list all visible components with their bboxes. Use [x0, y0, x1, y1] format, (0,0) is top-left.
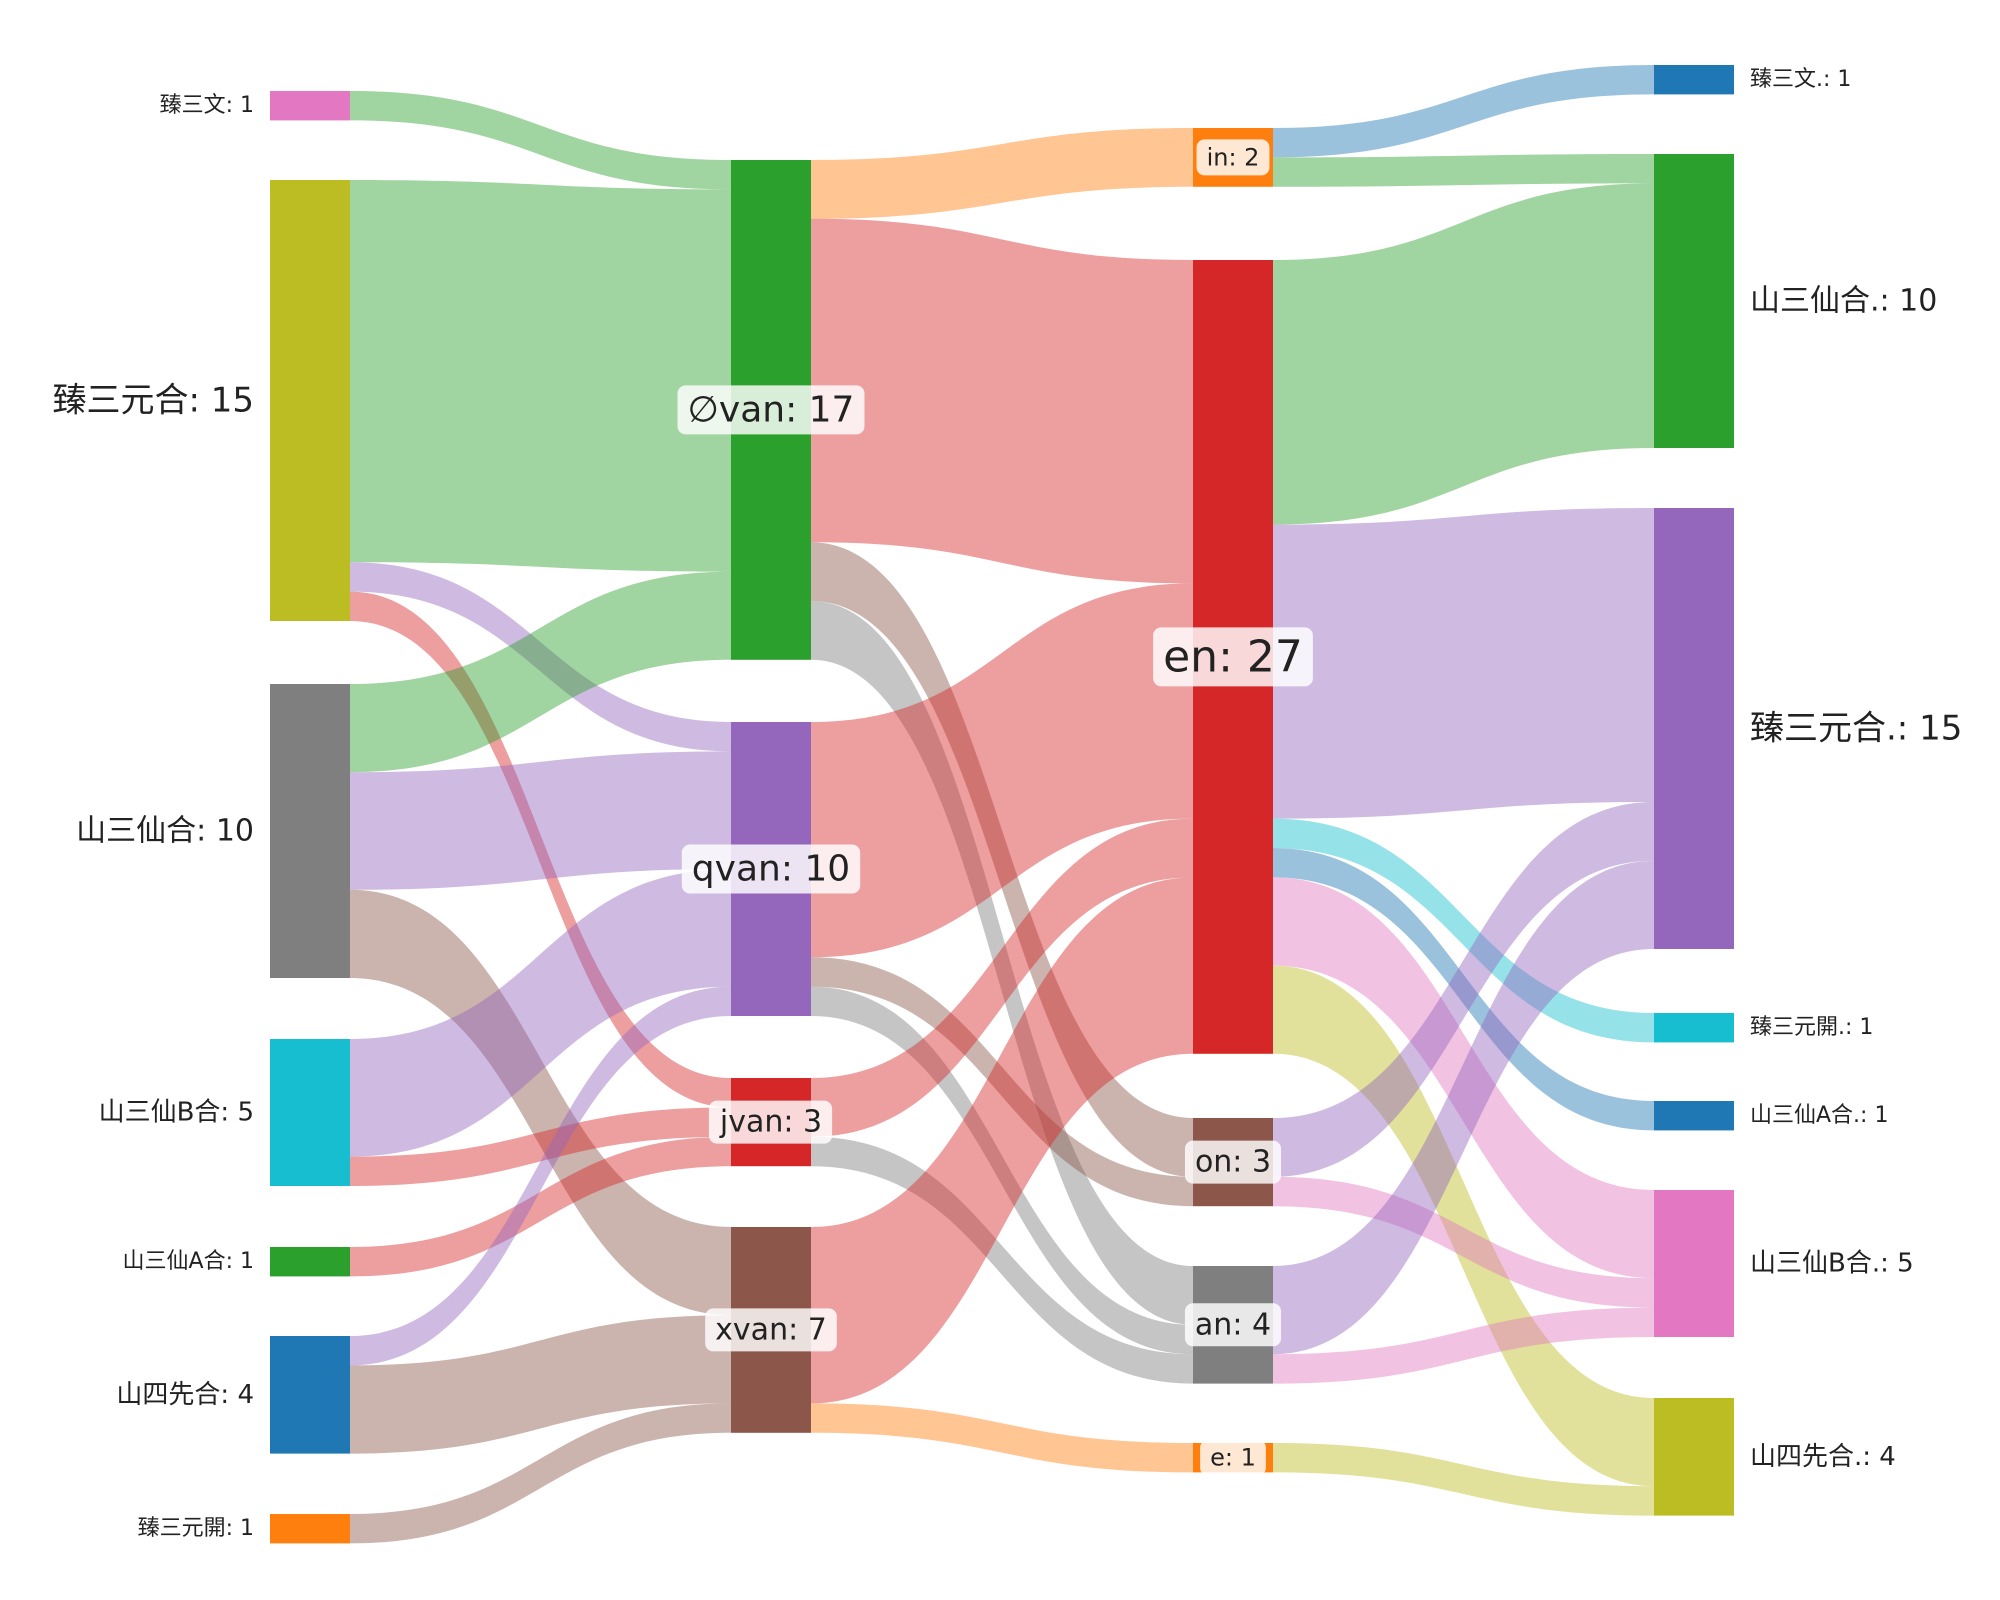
link-c2_on-to-c3_xianBhe	[1273, 1176, 1654, 1308]
node-label-bg-c2_e	[1200, 1439, 1266, 1476]
link-c1_ovan-to-c2_an	[811, 601, 1193, 1325]
link-c2_en-to-c3_xianAhe	[1273, 848, 1654, 1131]
node-label-c0_yuanhe: 臻三元合: 15	[52, 381, 254, 421]
link-c2_on-to-c3_yuanhe	[1273, 802, 1654, 1177]
node-c3_yuankai	[1654, 1013, 1734, 1043]
node-label-c2_e: e: 1	[1210, 1444, 1256, 1472]
link-c1_ovan-to-c2_en	[811, 218, 1193, 584]
node-label-c3_xianhe: 山三仙合.: 10	[1750, 284, 1937, 319]
link-c1_ovan-to-c2_in	[811, 128, 1193, 219]
link-c0_sixian-to-c1_qvan	[350, 986, 731, 1366]
node-label-bg-c1_qvan	[681, 844, 861, 894]
node-label-c0_xianBhe: 山三仙B合: 5	[99, 1098, 254, 1128]
node-c3_wen	[1654, 65, 1734, 95]
link-c2_en-to-c3_xianBhe	[1273, 877, 1654, 1279]
link-c2_an-to-c3_xianBhe	[1273, 1307, 1654, 1384]
link-c1_qvan-to-c2_an	[811, 986, 1193, 1355]
node-label-c1_qvan: qvan: 10	[692, 849, 850, 890]
link-c2_en-to-c3_sixian	[1273, 965, 1654, 1487]
node-label-c2_en: en: 27	[1163, 631, 1303, 682]
node-c0_sixian	[270, 1336, 350, 1454]
node-label-c3_xianAhe: 山三仙A合.: 1	[1750, 1103, 1888, 1128]
node-label-group-c1_jvan: jvan: 3	[708, 1100, 833, 1144]
link-c1_jvan-to-c2_an	[811, 1136, 1193, 1384]
node-label-bg-c1_xvan	[705, 1308, 837, 1352]
node-label-c0_xianhe: 山三仙合: 10	[76, 814, 254, 849]
node-label-c1_jvan: jvan: 3	[719, 1105, 822, 1140]
node-label-c2_on: on: 3	[1195, 1145, 1271, 1180]
labels-layer: 臻三文: 1 臻三元合: 15 山三仙合: 10 山三仙B合: 5 山三仙A合: 1 山四…	[52, 67, 1962, 1541]
link-c1_ovan-to-c2_on	[811, 542, 1193, 1177]
node-label-group-c2_in: in: 2	[1196, 139, 1270, 176]
node-c0_yuankai	[270, 1514, 350, 1544]
link-c0_wen-to-c1_ovan	[350, 91, 731, 190]
node-label-group-c2_on: on: 3	[1184, 1140, 1282, 1184]
node-label-bg-c1_jvan	[708, 1100, 833, 1144]
link-c2_en-to-c3_yuankai	[1273, 818, 1654, 1043]
node-label-c3_wen: 臻三文.: 1	[1750, 67, 1851, 92]
link-c0_xianhe-to-c1_qvan	[350, 751, 731, 890]
node-label-c0_sixian: 山四先合: 4	[116, 1380, 254, 1410]
link-c1_jvan-to-c2_en	[811, 818, 1193, 1137]
node-label-bg-c1_ovan	[677, 385, 865, 435]
node-label-c0_wen: 臻三文: 1	[160, 93, 254, 118]
node-c3_xianBhe	[1654, 1190, 1734, 1337]
node-label-c2_an: an: 4	[1195, 1307, 1271, 1342]
node-c3_xianAhe	[1654, 1101, 1734, 1131]
node-label-c3_sixian: 山四先合.: 4	[1750, 1442, 1896, 1472]
link-c2_en-to-c3_yuanhe	[1273, 508, 1654, 819]
node-c0_wen	[270, 91, 350, 121]
node-c0_yuanhe	[270, 180, 350, 621]
node-label-c1_xvan: xvan: 7	[715, 1312, 827, 1347]
link-c0_xianBhe-to-c1_jvan	[350, 1107, 731, 1186]
link-c2_e-to-c3_sixian	[1273, 1443, 1654, 1516]
node-label-group-c1_xvan: xvan: 7	[705, 1308, 837, 1352]
node-label-c3_yuankai: 臻三元開.: 1	[1750, 1015, 1873, 1040]
node-c3_yuanhe	[1654, 508, 1734, 949]
node-c0_xianBhe	[270, 1039, 350, 1186]
node-label-group-c1_qvan: qvan: 10	[681, 844, 861, 894]
node-label-c2_in: in: 2	[1207, 143, 1260, 171]
links-layer	[350, 65, 1654, 1544]
node-label-group-c2_an: an: 4	[1184, 1303, 1282, 1347]
link-c2_in-to-c3_xianhe	[1273, 154, 1654, 187]
link-c0_xianAhe-to-c1_jvan	[350, 1136, 731, 1277]
link-c0_xianhe-to-c1_ovan	[350, 571, 731, 773]
node-label-c0_yuankai: 臻三元開: 1	[138, 1516, 254, 1541]
link-c0_sixian-to-c1_xvan	[350, 1315, 731, 1454]
link-c1_xvan-to-c2_en	[811, 877, 1193, 1404]
link-c2_an-to-c3_yuanhe	[1273, 860, 1654, 1355]
link-c0_yuanhe-to-c1_ovan	[350, 180, 731, 572]
node-label-c3_xianBhe: 山三仙B合.: 5	[1750, 1249, 1914, 1279]
link-c0_xianBhe-to-c1_qvan	[350, 869, 731, 1157]
link-c1_qvan-to-c2_en	[811, 583, 1193, 958]
node-label-c3_yuanhe: 臻三元合.: 15	[1750, 709, 1962, 749]
node-label-group-c2_en: en: 27	[1153, 627, 1313, 687]
link-c0_yuankai-to-c1_xvan	[350, 1403, 731, 1544]
node-label-bg-c2_on	[1184, 1140, 1282, 1184]
node-label-c1_ovan: ∅van: 17	[688, 389, 855, 430]
link-c1_qvan-to-c2_on	[811, 957, 1193, 1207]
node-c3_sixian	[1654, 1398, 1734, 1516]
link-c0_xianhe-to-c1_xvan	[350, 889, 731, 1316]
node-label-c0_xianAhe: 山三仙A合: 1	[123, 1249, 254, 1274]
node-label-group-c2_e: e: 1	[1200, 1439, 1266, 1476]
node-c0_xianhe	[270, 684, 350, 978]
node-label-bg-c2_in	[1196, 139, 1270, 176]
node-c3_xianhe	[1654, 154, 1734, 448]
link-c2_in-to-c3_wen	[1273, 65, 1654, 158]
link-c1_xvan-to-c2_e	[811, 1403, 1193, 1473]
link-c0_yuanhe-to-c1_jvan	[350, 591, 731, 1108]
node-label-bg-c2_en	[1153, 627, 1313, 687]
node-label-bg-c2_an	[1184, 1303, 1282, 1347]
node-label-group-c1_ovan: ∅van: 17	[677, 385, 865, 435]
link-c2_en-to-c3_xianhe	[1273, 183, 1654, 525]
link-c0_yuanhe-to-c1_qvan	[350, 562, 731, 752]
node-c0_xianAhe	[270, 1247, 350, 1277]
